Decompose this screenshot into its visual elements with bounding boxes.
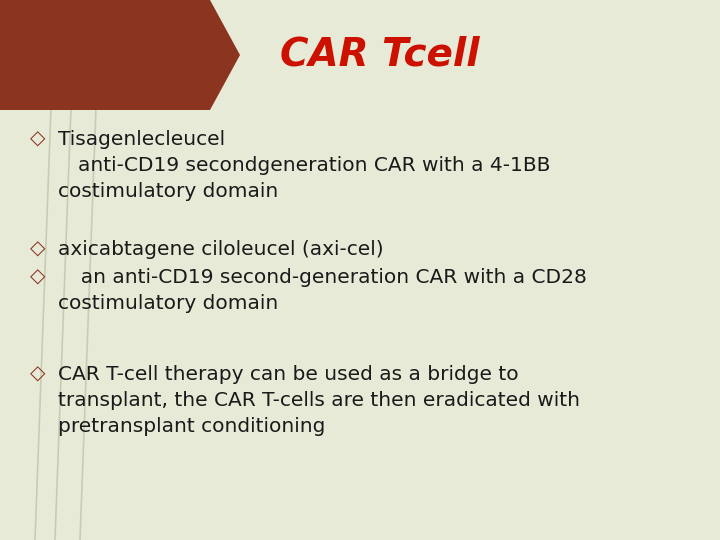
Text: pretransplant conditioning: pretransplant conditioning xyxy=(58,417,325,436)
Text: costimulatory domain: costimulatory domain xyxy=(58,182,278,201)
Text: ◇: ◇ xyxy=(30,268,45,287)
Text: CAR T-cell therapy can be used as a bridge to: CAR T-cell therapy can be used as a brid… xyxy=(58,365,518,384)
Polygon shape xyxy=(0,0,240,110)
Text: transplant, the CAR T-cells are then eradicated with: transplant, the CAR T-cells are then era… xyxy=(58,391,580,410)
Text: costimulatory domain: costimulatory domain xyxy=(58,294,278,313)
Text: anti-CD19 secondgeneration CAR with a 4-1BB: anti-CD19 secondgeneration CAR with a 4-… xyxy=(78,156,550,175)
Text: an anti-CD19 second-generation CAR with a CD28: an anti-CD19 second-generation CAR with … xyxy=(68,268,587,287)
Text: CAR Tcell: CAR Tcell xyxy=(280,36,480,74)
Text: Tisagenlecleucel: Tisagenlecleucel xyxy=(58,130,225,149)
Text: axicabtagene ciloleucel (axi-cel): axicabtagene ciloleucel (axi-cel) xyxy=(58,240,384,259)
Text: ◇: ◇ xyxy=(30,365,45,384)
Text: ◇: ◇ xyxy=(30,130,45,149)
Text: ◇: ◇ xyxy=(30,240,45,259)
